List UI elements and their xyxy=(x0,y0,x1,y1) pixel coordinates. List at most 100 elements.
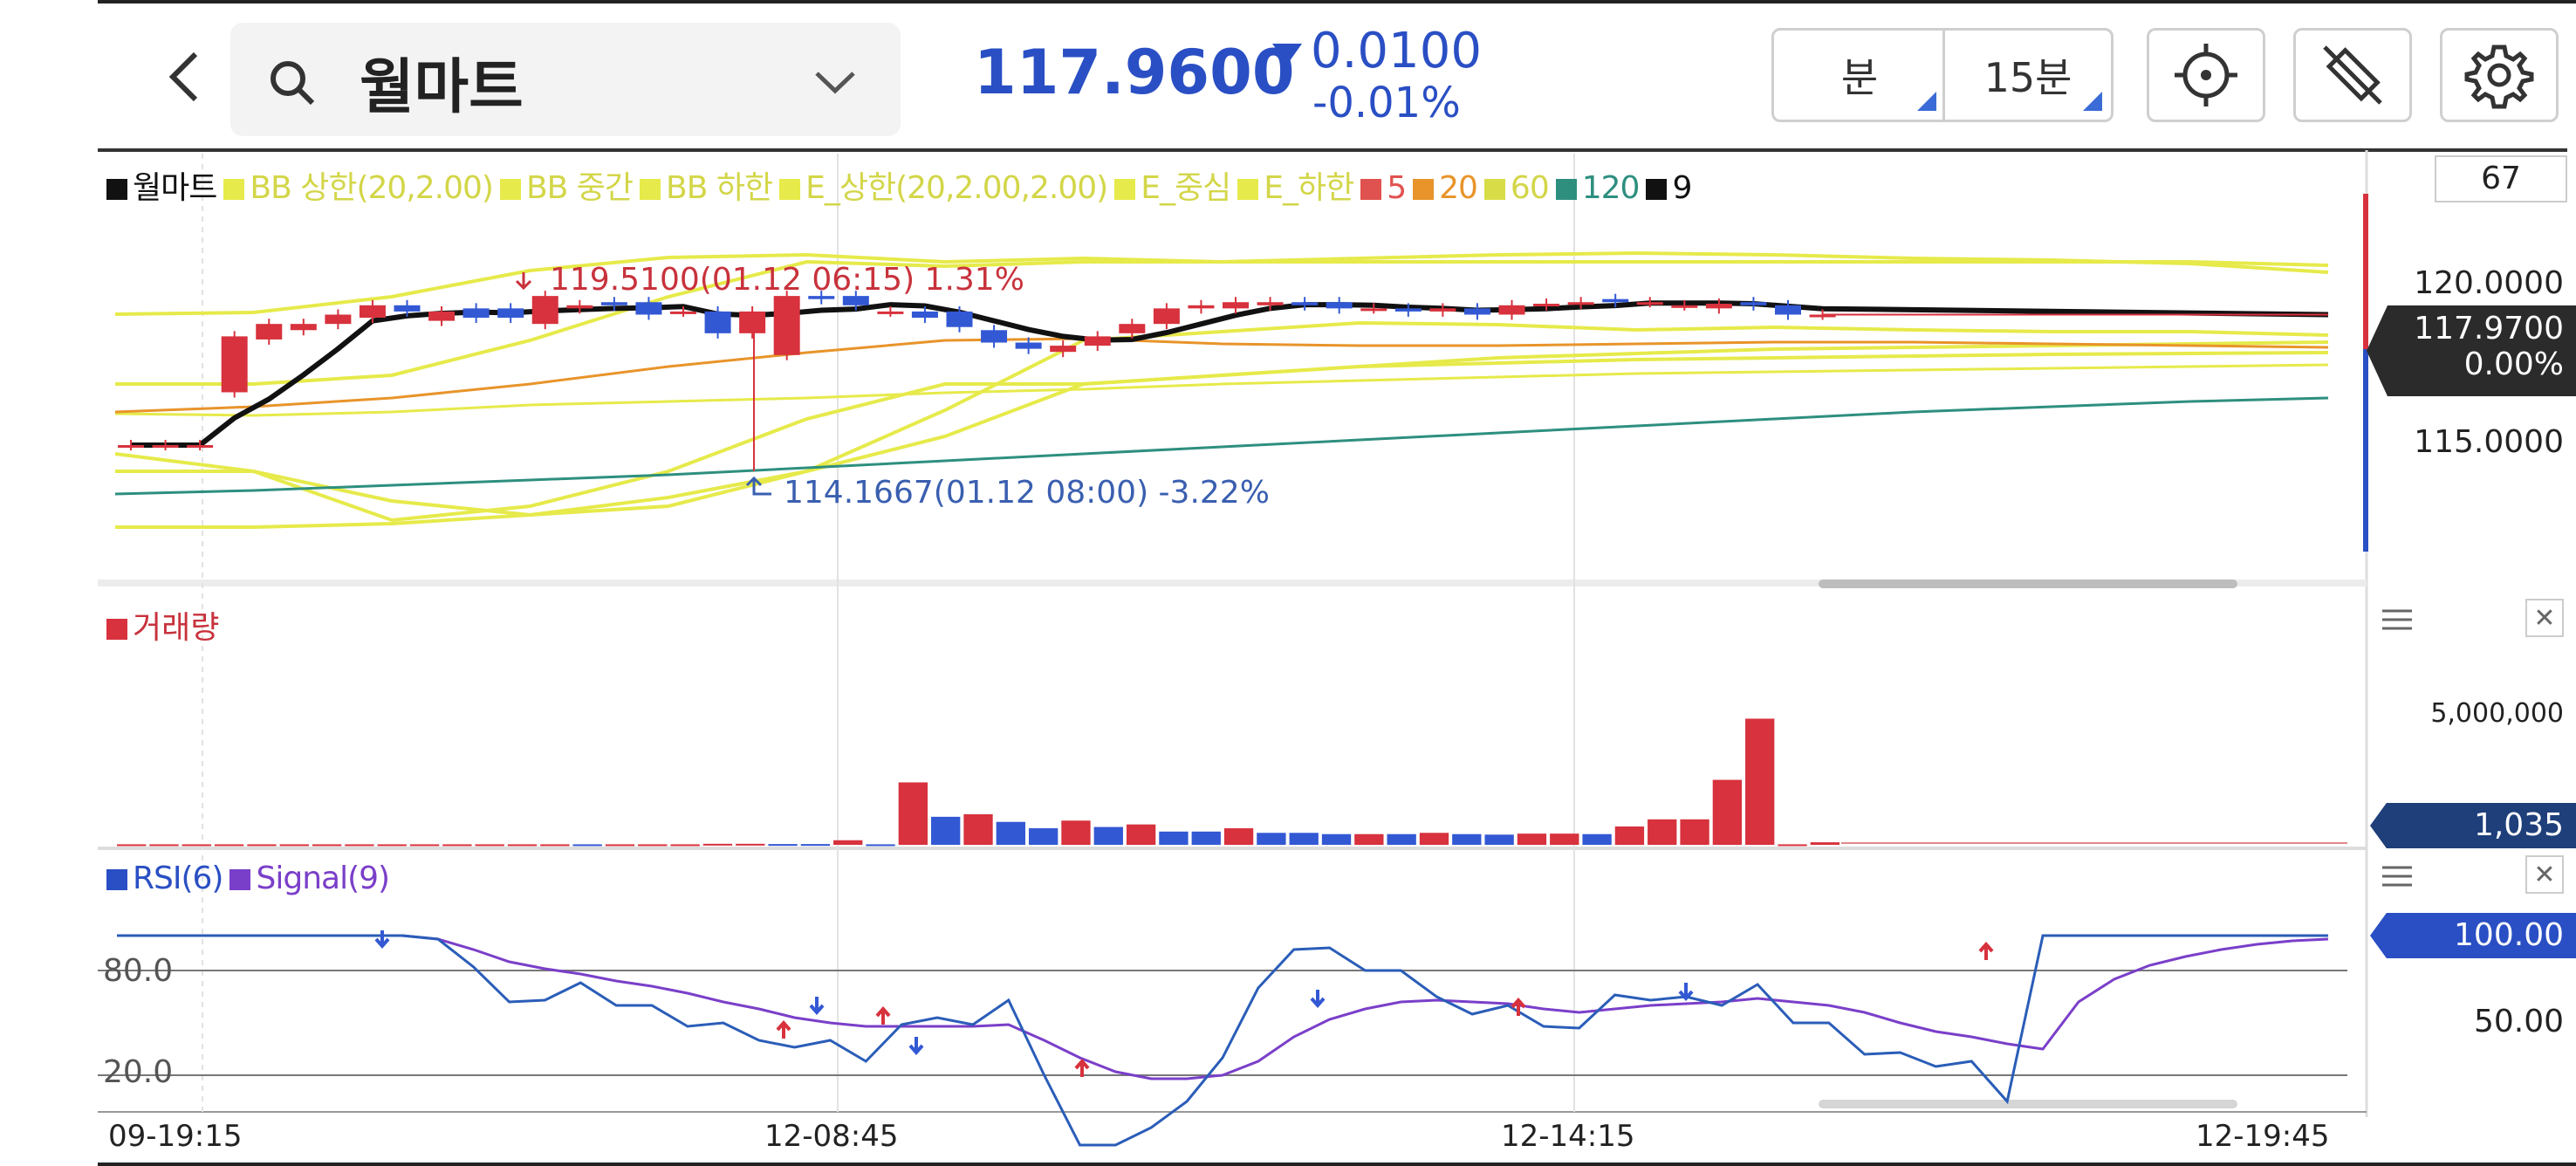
hamburger-icon xyxy=(2382,866,2412,887)
hamburger-icon xyxy=(2382,609,2412,630)
volume-bar xyxy=(996,821,1025,845)
legend-item: 120 xyxy=(1555,170,1641,206)
volume-bar xyxy=(345,844,374,847)
rsi-buy-arrow xyxy=(1978,941,1994,960)
price-legend: 월마트 BB 상한(20,2.00) BB 중간 BB 하한 E_상한(20,2.00,… xyxy=(106,162,1698,208)
down-triangle-icon xyxy=(1272,44,1302,65)
low-note: 114.1667(01.12 08:00) -3.22% xyxy=(784,475,1270,511)
current-price: 117.9600 xyxy=(974,37,1295,108)
x-axis-label: 12-08:45 xyxy=(764,1119,899,1154)
unit-button-label: 분 xyxy=(1840,54,1879,101)
rsi-sell-arrow xyxy=(1678,983,1694,1002)
rsi-menu-button[interactable] xyxy=(2377,859,2419,894)
legend-item: BB 상한(20,2.00) xyxy=(223,170,494,206)
legend-label: BB 상한(20,2.00) xyxy=(250,170,494,206)
volume-bar xyxy=(409,844,440,847)
legend-swatch xyxy=(223,179,245,200)
volume-current-tag: 1,035 xyxy=(2370,803,2576,848)
volume-bar xyxy=(1680,819,1709,845)
candle xyxy=(290,324,317,331)
candle xyxy=(773,296,800,355)
volume-bar xyxy=(1712,779,1743,845)
crosshair-button[interactable] xyxy=(2147,28,2265,122)
volume-bar xyxy=(1810,842,1840,845)
volume-title: 거래량 xyxy=(133,610,220,646)
candle xyxy=(1740,302,1767,305)
volume-bar xyxy=(1223,828,1254,845)
drawing-tools-button[interactable] xyxy=(2293,28,2412,122)
candle xyxy=(221,336,248,393)
volume-bar xyxy=(214,844,244,847)
candle xyxy=(808,296,835,299)
close-icon: ✕ xyxy=(2533,859,2556,890)
legend-item: 5 xyxy=(1360,170,1407,206)
volume-current-value: 1,035 xyxy=(2473,807,2564,843)
legend-label: 120 xyxy=(1581,170,1641,206)
volume-axis-label: 5,000,000 xyxy=(2430,698,2564,729)
legend-label: E_중심 xyxy=(1141,170,1231,206)
volume-bar xyxy=(702,843,733,846)
candle xyxy=(981,330,1008,343)
volume-bar xyxy=(1191,831,1221,845)
chevron-down-icon[interactable] xyxy=(812,65,859,99)
candle xyxy=(325,314,352,325)
legend-label: RSI(6) xyxy=(133,861,223,896)
scrollbar xyxy=(1819,580,2237,588)
volume-bar xyxy=(1321,833,1352,845)
candle xyxy=(566,305,593,309)
candle xyxy=(842,296,869,305)
candle xyxy=(359,305,386,319)
candle xyxy=(394,305,421,312)
rsi-buy-arrow xyxy=(1074,1058,1090,1077)
unit-button[interactable]: 분 xyxy=(1771,28,1948,122)
rsi-buy-arrow xyxy=(1511,997,1526,1016)
candle xyxy=(497,308,524,319)
count-box: 67 xyxy=(2435,155,2567,202)
candle xyxy=(1153,308,1180,325)
legend-item: 60 xyxy=(1483,170,1550,206)
volume-menu-button[interactable] xyxy=(2377,602,2419,637)
volume-close-button[interactable]: ✕ xyxy=(2525,599,2564,637)
volume-bar xyxy=(312,844,342,847)
volume-bar xyxy=(768,844,798,847)
volume-bar xyxy=(507,844,538,847)
rsi-level-low: 20.0 xyxy=(103,1054,174,1090)
current-price-value: 117.9700 xyxy=(2414,311,2564,346)
rsi-current-tag: 100.00 xyxy=(2370,913,2576,958)
candle xyxy=(1636,302,1663,305)
legend-item: RSI(6) xyxy=(106,861,223,896)
volume-legend: 거래량 xyxy=(106,602,219,648)
top-rule xyxy=(98,0,2576,3)
volume-bar xyxy=(833,840,863,845)
rsi-legend: RSI(6) Signal(9) xyxy=(106,861,396,896)
candle xyxy=(1394,308,1422,312)
settings-button[interactable] xyxy=(2440,28,2559,122)
panel-separator xyxy=(98,847,2367,850)
e-lower xyxy=(115,320,2329,518)
candle xyxy=(911,311,938,319)
volume-bar xyxy=(898,782,928,845)
legend-label: 60 xyxy=(1510,170,1550,206)
legend-label: E_상한(20,2.00,2.00) xyxy=(805,170,1108,206)
x-axis-label: 12-19:45 xyxy=(2196,1119,2330,1154)
stock-search-box[interactable]: 월마트 xyxy=(230,23,901,136)
search-icon xyxy=(271,61,315,106)
legend-swatch xyxy=(230,869,251,890)
high-arrow xyxy=(515,272,532,291)
legend-label: 월마트 xyxy=(133,170,217,206)
candle xyxy=(531,296,558,325)
candle xyxy=(635,302,662,315)
rsi-close-button[interactable]: ✕ xyxy=(2525,855,2564,894)
legend-item: Signal(9) xyxy=(230,861,390,896)
interval-button[interactable]: 15분 xyxy=(1942,28,2114,122)
candle xyxy=(1360,308,1387,312)
candle xyxy=(1326,302,1353,309)
back-button[interactable] xyxy=(154,45,215,106)
legend-swatch xyxy=(1413,179,1435,200)
legend-label: 20 xyxy=(1439,170,1478,206)
legend-item: E_하한 xyxy=(1237,170,1354,206)
rsi-level-high: 80.0 xyxy=(103,953,174,989)
candle xyxy=(1429,308,1456,312)
candle xyxy=(1809,314,1836,318)
